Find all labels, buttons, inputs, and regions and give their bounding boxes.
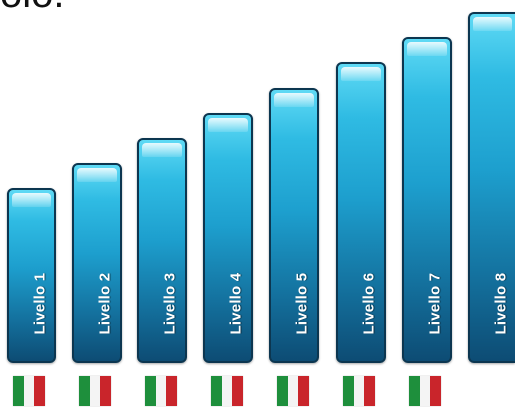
italian-flag-icon (13, 376, 46, 406)
level-bar-7[interactable]: Livello 7 (402, 37, 452, 363)
level-label-1: Livello 1 (31, 272, 48, 335)
italian-flag-icon (343, 376, 376, 406)
level-label-3: Livello 3 (161, 272, 179, 335)
level-label-2: Livello 2 (96, 272, 114, 335)
level-label-4: Livello 4 (227, 272, 245, 335)
italian-flag-icon (145, 376, 178, 406)
level-label-6: Livello 6 (360, 272, 378, 335)
italian-flag-icon (79, 376, 112, 406)
level-bar-6[interactable]: Livello 6 (336, 62, 386, 363)
level-bar-5[interactable]: Livello 5 (269, 88, 319, 363)
header-partial-text: olo. (0, 0, 65, 14)
italian-flag-icon (277, 376, 310, 406)
level-bar-2[interactable]: Livello 2 (72, 163, 122, 363)
level-label-8: Livello 8 (492, 272, 509, 335)
italian-flag-icon (409, 376, 442, 406)
level-bar-1[interactable]: Livello 1 (7, 188, 56, 363)
level-label-5: Livello 5 (293, 272, 311, 335)
level-bar-4[interactable]: Livello 4 (203, 113, 253, 363)
level-bar-8[interactable]: Livello 8 (468, 12, 515, 363)
italian-flag-icon (211, 376, 244, 406)
level-bar-3[interactable]: Livello 3 (137, 138, 187, 363)
level-label-7: Livello 7 (426, 272, 444, 335)
